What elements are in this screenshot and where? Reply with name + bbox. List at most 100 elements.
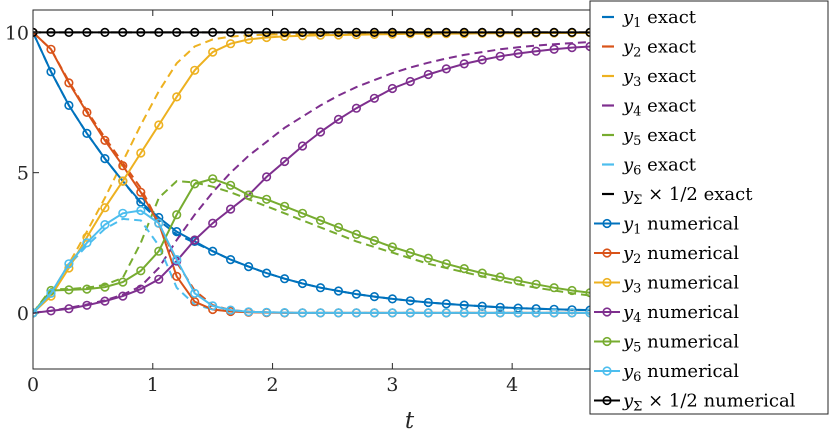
data-point-y4-numerical xyxy=(513,48,523,59)
data-point-y4-numerical xyxy=(118,291,128,301)
data-point-y4-numerical xyxy=(280,156,290,167)
data-point-ysigma-x-1-2-numerical xyxy=(513,27,523,38)
data-point-ysigma-x-1-2-numerical xyxy=(262,27,272,38)
data-point-y4-numerical xyxy=(351,103,362,113)
data-point-y5-numerical xyxy=(280,201,290,211)
data-point-y6-numerical xyxy=(82,238,92,248)
data-point-y1-numerical xyxy=(441,299,451,309)
data-point-y4-numerical xyxy=(315,127,326,137)
data-point-y4-numerical xyxy=(82,300,92,310)
data-point-y4-numerical xyxy=(333,114,344,124)
legend-label: yΣ × 1/2 numerical xyxy=(622,391,796,415)
data-point-ysigma-x-1-2-numerical xyxy=(441,27,451,38)
legend-entry: y1 exact xyxy=(602,7,697,31)
data-point-y5-numerical xyxy=(297,208,308,218)
legend-entry: y6 numerical xyxy=(594,361,739,385)
data-point-y1-numerical xyxy=(64,100,74,110)
data-point-y6-numerical xyxy=(118,208,128,218)
legend-label: yΣ × 1/2 exact xyxy=(622,184,753,208)
legend-entry: y5 exact xyxy=(602,125,697,149)
data-point-ysigma-x-1-2-numerical xyxy=(567,27,577,38)
legend-entry: y1 numerical xyxy=(594,214,739,238)
legend-marker xyxy=(602,218,612,229)
data-point-y5-numerical xyxy=(208,174,218,184)
data-point-y4-numerical xyxy=(208,218,218,228)
data-point-y1-numerical xyxy=(226,255,236,265)
data-point-y6-numerical xyxy=(280,308,290,318)
data-point-y5-numerical xyxy=(459,264,469,274)
data-point-y6-numerical xyxy=(46,288,56,298)
legend-label: y1 numerical xyxy=(622,214,739,238)
legend-entry: y3 exact xyxy=(602,66,697,90)
data-point-y5-numerical xyxy=(118,277,128,287)
x-tick-label: 2 xyxy=(267,374,279,396)
legend-label: y2 exact xyxy=(622,37,697,61)
data-point-y6-numerical xyxy=(387,308,398,318)
data-point-y2-numerical xyxy=(64,78,74,88)
data-point-ysigma-x-1-2-numerical xyxy=(208,27,218,38)
data-point-y1-numerical xyxy=(46,67,56,77)
data-point-y3-numerical xyxy=(226,39,236,49)
series-line-y1-exact xyxy=(33,31,591,312)
data-point-y5-numerical xyxy=(136,266,146,276)
data-point-y4-numerical xyxy=(46,306,56,316)
data-point-y1-numerical xyxy=(100,154,110,164)
data-point-ysigma-x-1-2-numerical xyxy=(423,27,433,38)
data-point-y4-numerical xyxy=(297,141,308,151)
x-tick-label: 4 xyxy=(506,374,518,396)
data-point-y5-numerical xyxy=(262,194,272,204)
data-point-y6-numerical xyxy=(333,308,344,318)
data-point-y6-numerical xyxy=(351,308,362,318)
data-point-ysigma-x-1-2-numerical xyxy=(531,27,541,38)
data-point-y6-numerical xyxy=(567,308,577,318)
legend-label: y1 exact xyxy=(622,7,697,31)
legend-label: y5 numerical xyxy=(622,332,739,356)
data-point-y4-numerical xyxy=(64,304,74,314)
data-point-y1-numerical xyxy=(351,289,362,299)
data-point-y1-numerical xyxy=(477,301,487,311)
data-point-y5-numerical xyxy=(549,283,559,293)
data-point-ysigma-x-1-2-numerical xyxy=(172,27,182,38)
data-point-ysigma-x-1-2-numerical xyxy=(315,27,326,38)
data-point-ysigma-x-1-2-numerical xyxy=(351,27,362,38)
legend: y1 exact y2 exact y3 exact y4 exact y5 exact… xyxy=(589,0,829,415)
data-point-y1-numerical xyxy=(405,296,415,306)
data-point-y4-numerical xyxy=(549,44,559,54)
data-point-y1-numerical xyxy=(244,262,254,272)
data-point-y5-numerical xyxy=(315,215,326,225)
data-point-y6-numerical xyxy=(477,308,487,318)
data-point-y6-numerical xyxy=(136,205,146,216)
data-point-y5-numerical xyxy=(567,285,577,296)
data-point-ysigma-x-1-2-numerical xyxy=(495,27,505,38)
data-point-y4-numerical xyxy=(262,172,272,182)
data-point-y2-numerical xyxy=(172,271,182,282)
data-point-ysigma-x-1-2-numerical xyxy=(244,27,254,38)
legend-label: y4 exact xyxy=(622,96,697,120)
data-point-y4-numerical xyxy=(405,76,415,87)
data-point-ysigma-x-1-2-numerical xyxy=(100,27,110,38)
data-point-ysigma-x-1-2-numerical xyxy=(46,27,56,38)
data-point-y6-numerical xyxy=(369,308,380,318)
data-point-y3-numerical xyxy=(190,65,200,75)
data-point-y4-numerical xyxy=(441,64,451,74)
legend-marker xyxy=(602,366,612,376)
data-point-y6-numerical xyxy=(208,301,218,311)
data-point-ysigma-x-1-2-numerical xyxy=(333,27,344,38)
x-tick-label: 0 xyxy=(27,374,39,396)
data-point-y6-numerical xyxy=(495,308,505,318)
data-point-y2-numerical xyxy=(190,297,200,307)
data-point-ysigma-x-1-2-numerical xyxy=(154,27,164,38)
data-point-y3-numerical xyxy=(118,176,128,186)
legend-marker xyxy=(602,395,612,406)
plot-area xyxy=(33,27,595,318)
data-point-ysigma-x-1-2-numerical xyxy=(190,27,200,38)
legend-entry: y3 numerical xyxy=(594,273,739,297)
data-point-y5-numerical xyxy=(423,253,433,263)
data-point-y5-numerical xyxy=(441,259,451,269)
legend-entry: y4 numerical xyxy=(594,302,739,326)
data-point-y4-numerical xyxy=(567,42,577,53)
series-line-y1-numerical xyxy=(33,31,591,312)
x-tick-label: 1 xyxy=(147,374,159,396)
data-point-y1-numerical xyxy=(262,268,272,278)
legend-entry: y4 exact xyxy=(602,96,697,120)
